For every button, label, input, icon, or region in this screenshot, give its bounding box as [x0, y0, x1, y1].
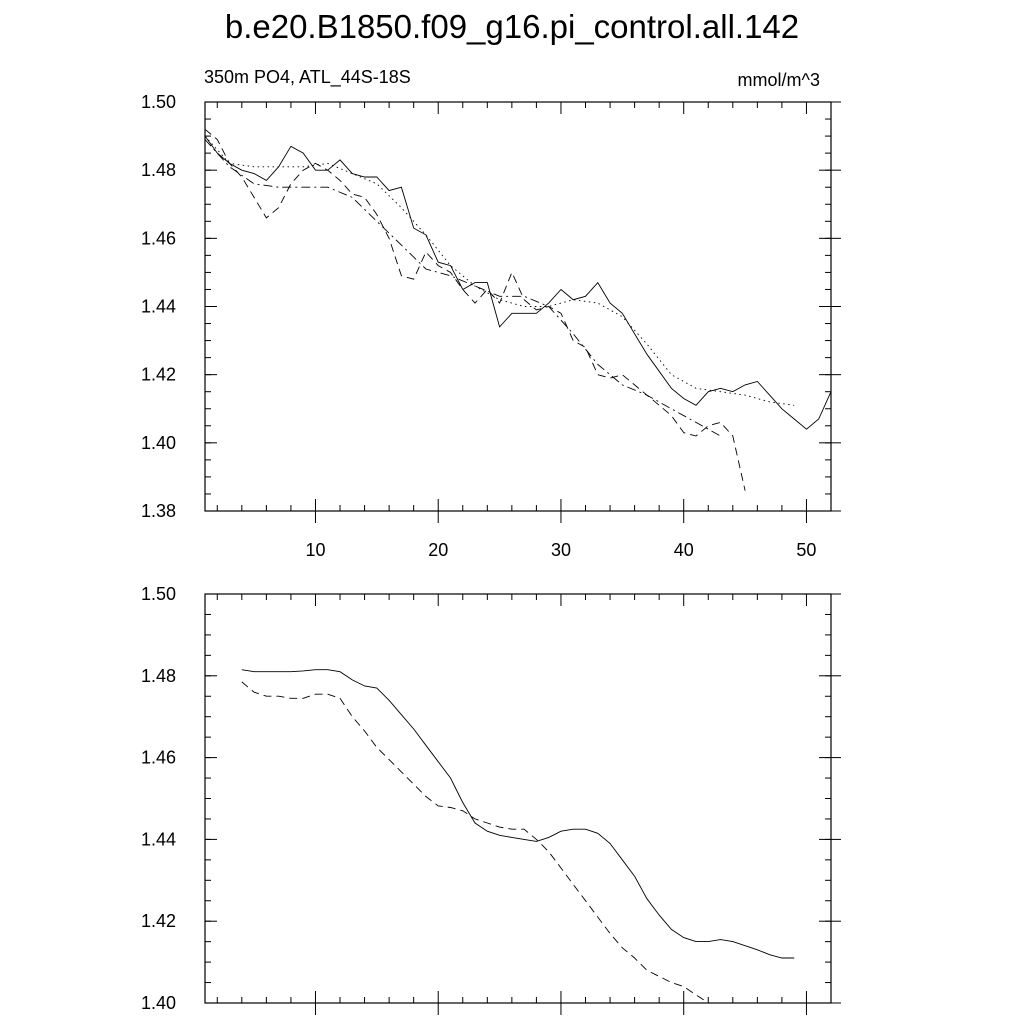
y-tick-label: 1.46: [141, 228, 176, 248]
y-tick-label: 1.50: [141, 584, 176, 604]
top-series-solid-line: [204, 135, 832, 430]
figure-title: b.e20.B1850.f09_g16.pi_control.all.142: [225, 8, 799, 45]
top-chart-units-label: mmol/m^3: [738, 70, 820, 90]
top-chart-series-group: [204, 128, 832, 491]
y-tick-label: 1.50: [141, 92, 176, 112]
x-tick-label: 50: [796, 540, 816, 560]
bottom-chart-frame: [204, 593, 832, 1004]
top-chart-left-label: 350m PO4, ATL_44S-18S: [204, 67, 411, 88]
y-tick-label: 1.42: [141, 365, 176, 385]
y-tick-label: 1.40: [141, 993, 176, 1013]
y-tick-label: 1.44: [141, 297, 176, 317]
top-series-dashed-line: [204, 128, 746, 491]
y-tick-label: 1.48: [141, 666, 176, 686]
top-chart-axes: 10 20 30 40 50 1.38 1.40 1.42 1.44 1.46 1.48 1.50: [141, 92, 841, 560]
top-series-dotted-line: [204, 135, 795, 406]
bottom-series-dashed-line: [241, 681, 709, 1004]
x-tick-label: 40: [674, 540, 694, 560]
bottom-series-solid-line: [241, 669, 795, 959]
bottom-chart-axes: 1.40 1.42 1.44 1.46 1.48 1.50: [141, 584, 841, 1015]
bottom-chart-series-group: [241, 669, 795, 1004]
x-tick-label: 30: [551, 540, 571, 560]
top-chart-frame: [204, 101, 832, 512]
x-tick-label: 20: [428, 540, 448, 560]
top-line-chart: 350m PO4, ATL_44S-18S mmol/m^3 10 20 30 40 5…: [141, 67, 841, 560]
bottom-line-chart: 1.40 1.42 1.44 1.46 1.48 1.50: [141, 584, 841, 1015]
y-tick-label: 1.48: [141, 160, 176, 180]
y-tick-label: 1.42: [141, 911, 176, 931]
y-tick-label: 1.40: [141, 433, 176, 453]
y-tick-label: 1.44: [141, 829, 176, 849]
y-tick-label: 1.46: [141, 748, 176, 768]
y-tick-label: 1.38: [141, 501, 176, 521]
top-series-dashdot-line: [204, 139, 721, 437]
x-tick-label: 10: [305, 540, 325, 560]
